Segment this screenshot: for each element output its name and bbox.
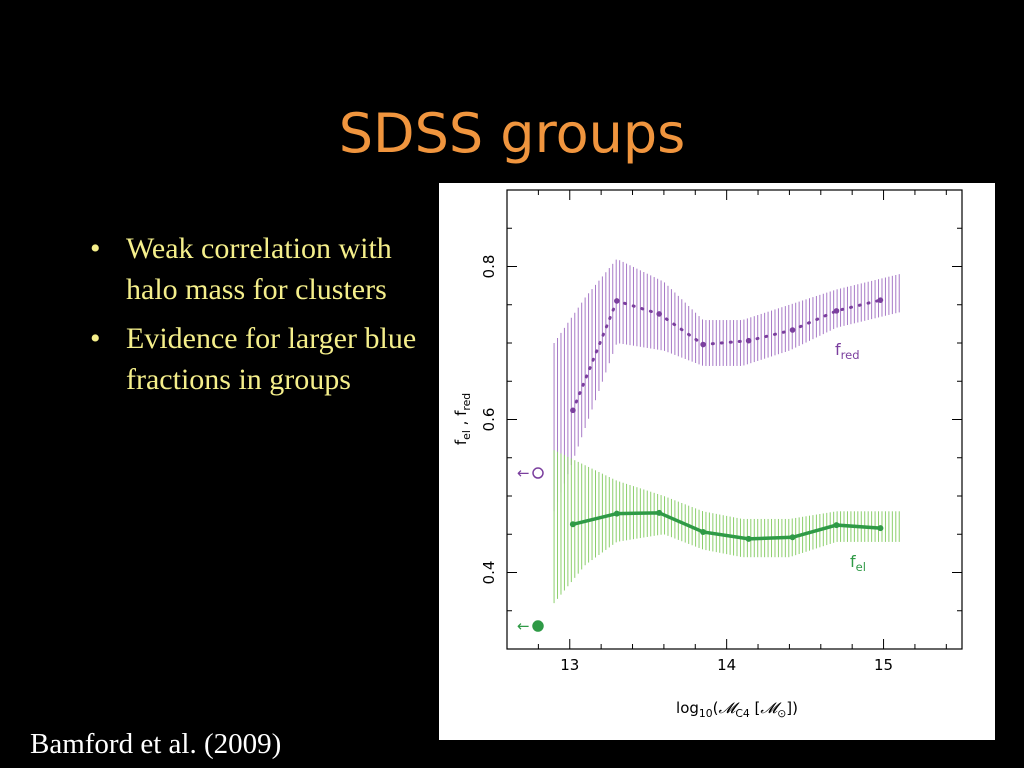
y-tick-label: 0.4	[480, 561, 498, 585]
bullet-item: • Weak correlation with halo mass for clu…	[86, 228, 431, 310]
series-label-red-part: red	[841, 348, 860, 362]
y-axis-label: fel , fred	[452, 393, 473, 445]
marker-arrow: ←	[517, 617, 530, 635]
data-point-red	[745, 337, 752, 344]
bullet-dot: •	[90, 322, 101, 355]
error-band-red	[553, 259, 900, 512]
x-axis-label-part: log	[676, 699, 699, 717]
data-point-el	[745, 535, 752, 542]
series-label-red-part: f	[835, 340, 841, 359]
citation: Bamford et al. (2009)	[30, 728, 282, 760]
field-marker-el: ←	[517, 617, 544, 635]
y-tick-label: 0.6	[480, 408, 498, 432]
marker-arrow-part: ←	[517, 617, 530, 635]
data-point-el	[613, 510, 620, 517]
series-label-el-part: el	[856, 560, 866, 574]
data-point-el	[833, 522, 840, 529]
slide-title: SDSS groups	[338, 102, 686, 165]
series-line-red	[571, 298, 882, 412]
x-axis-label: log10(𝓜C4 [𝓜⊙])	[676, 699, 798, 720]
data-point-el	[789, 534, 796, 541]
y-axis-label-part: red	[460, 393, 473, 411]
bullet-item: • Evidence for larger blue fractions in g…	[86, 318, 431, 400]
marker-arrow: ←	[517, 464, 530, 482]
data-point-el	[877, 525, 884, 532]
series-label-el-part: f	[850, 552, 856, 571]
x-axis-label-part: C4	[735, 707, 750, 720]
bullet-text: Weak correlation with halo mass for clus…	[126, 232, 392, 306]
data-point-el	[700, 528, 707, 535]
x-axis-label-part: 𝓜	[719, 699, 741, 717]
y-axis-label-part: ,	[452, 416, 470, 430]
marker-circle	[532, 620, 544, 632]
marker-circle	[532, 467, 544, 479]
data-point-red	[877, 297, 884, 303]
y-axis-label-part: f	[452, 410, 470, 416]
series-label-el: fel	[850, 552, 866, 574]
x-axis-label-part: ])	[786, 699, 798, 717]
x-axis-label-part: ⊙	[777, 707, 786, 720]
x-axis-label-part: 10	[699, 707, 713, 720]
marker-arrow-part: ←	[517, 464, 530, 482]
y-tick-label: 0.8	[480, 255, 498, 279]
data-point-el	[569, 521, 576, 528]
data-point-red	[656, 311, 662, 317]
bullet-text: Evidence for larger blue fractions in gr…	[126, 322, 417, 396]
data-point-red	[700, 341, 706, 348]
field-marker-red: ←	[517, 464, 544, 482]
series-label-red: fred	[835, 340, 860, 362]
bullet-dot: •	[90, 232, 101, 265]
data-point-el	[656, 509, 663, 516]
x-axis-label-part: (	[713, 699, 719, 717]
x-axis-label-part: 𝓜	[760, 699, 782, 717]
x-tick-label: 14	[717, 656, 736, 674]
x-axis-label-part: [	[750, 699, 761, 717]
data-point-red	[789, 327, 796, 333]
x-tick-label: 15	[874, 656, 893, 674]
bullet-list: • Weak correlation with halo mass for clu…	[86, 228, 431, 408]
series-line-el	[572, 511, 881, 541]
y-axis-label-part: f	[452, 439, 470, 445]
x-tick-label: 13	[560, 656, 579, 674]
data-point-red	[614, 298, 620, 304]
data-point-red	[570, 407, 576, 414]
data-point-red	[833, 308, 840, 314]
figure-panel: ← ← 13 14 15 0.4 0.6 0.8 fel , fred log10(𝓜C4 [𝓜⊙…	[439, 183, 995, 740]
y-axis-label-part: el	[460, 430, 473, 440]
